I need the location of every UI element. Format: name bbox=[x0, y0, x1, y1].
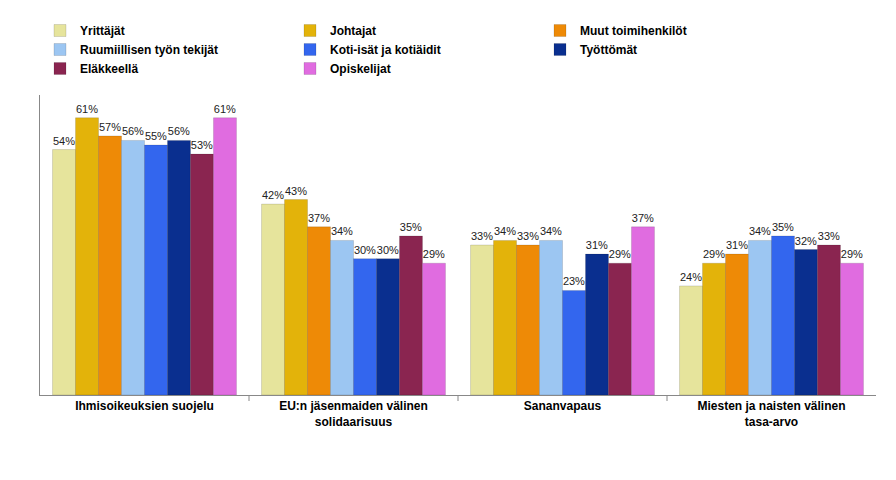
svg-text:Sananvapaus: Sananvapaus bbox=[524, 399, 602, 413]
svg-text:34%: 34% bbox=[494, 225, 516, 237]
svg-text:35%: 35% bbox=[772, 221, 794, 233]
svg-text:32%: 32% bbox=[795, 235, 817, 247]
svg-text:61%: 61% bbox=[76, 103, 98, 115]
svg-text:37%: 37% bbox=[632, 212, 654, 224]
svg-text:53%: 53% bbox=[191, 139, 213, 151]
svg-text:Eläkkeellä: Eläkkeellä bbox=[80, 62, 138, 76]
svg-text:54%: 54% bbox=[53, 135, 75, 147]
svg-text:33%: 33% bbox=[471, 230, 493, 242]
svg-text:Miesten ja naisten välinentasa: Miesten ja naisten välinentasa-arvo bbox=[697, 399, 845, 429]
svg-text:43%: 43% bbox=[285, 185, 307, 197]
svg-text:Muut toimihenkilöt: Muut toimihenkilöt bbox=[580, 24, 687, 38]
svg-text:30%: 30% bbox=[377, 244, 399, 256]
svg-text:24%: 24% bbox=[680, 271, 702, 283]
svg-text:30%: 30% bbox=[354, 244, 376, 256]
svg-text:29%: 29% bbox=[609, 248, 631, 260]
svg-text:23%: 23% bbox=[563, 275, 585, 287]
svg-text:34%: 34% bbox=[749, 225, 771, 237]
svg-text:42%: 42% bbox=[262, 189, 284, 201]
svg-text:31%: 31% bbox=[586, 239, 608, 251]
svg-text:56%: 56% bbox=[168, 125, 190, 137]
svg-text:31%: 31% bbox=[726, 239, 748, 251]
svg-text:Ihmisoikeuksien suojelu: Ihmisoikeuksien suojelu bbox=[75, 399, 214, 413]
svg-text:29%: 29% bbox=[423, 248, 445, 260]
svg-text:33%: 33% bbox=[818, 230, 840, 242]
svg-text:33%: 33% bbox=[517, 230, 539, 242]
svg-text:57%: 57% bbox=[99, 121, 121, 133]
svg-text:29%: 29% bbox=[841, 248, 863, 260]
svg-text:EU:n jäsenmaiden välinensolida: EU:n jäsenmaiden välinensolidaarisuus bbox=[279, 399, 428, 429]
svg-text:29%: 29% bbox=[703, 248, 725, 260]
svg-text:Koti-isät ja kotiäidit: Koti-isät ja kotiäidit bbox=[330, 43, 441, 57]
svg-text:Työttömät: Työttömät bbox=[580, 43, 637, 57]
svg-text:34%: 34% bbox=[331, 225, 353, 237]
svg-text:61%: 61% bbox=[214, 103, 236, 115]
svg-text:55%: 55% bbox=[145, 130, 167, 142]
svg-text:Johtajat: Johtajat bbox=[330, 24, 376, 38]
svg-text:56%: 56% bbox=[122, 125, 144, 137]
svg-text:37%: 37% bbox=[308, 212, 330, 224]
svg-text:35%: 35% bbox=[400, 221, 422, 233]
svg-text:Ruumiillisen työn tekijät: Ruumiillisen työn tekijät bbox=[80, 43, 218, 57]
svg-text:Yrittäjät: Yrittäjät bbox=[80, 24, 125, 38]
svg-text:34%: 34% bbox=[540, 225, 562, 237]
svg-text:Opiskelijat: Opiskelijat bbox=[330, 62, 391, 76]
